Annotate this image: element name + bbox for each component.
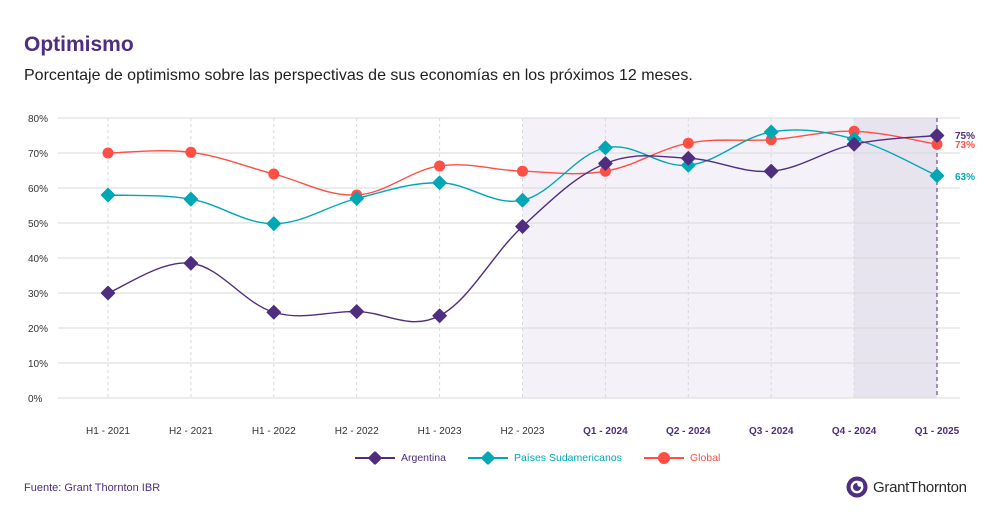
data-point-argentina (183, 256, 199, 271)
y-tick-label: 30% (28, 289, 48, 300)
legend-label-argentina: Argentina (401, 452, 446, 464)
y-tick-label: 10% (28, 359, 48, 370)
brand-logo: GrantThornton (846, 476, 967, 498)
x-tick-label: Q4 - 2024 (832, 426, 877, 437)
end-label-argentina: 75% (955, 131, 975, 142)
legend-item-global[interactable]: Global (643, 452, 721, 464)
chart-title: Optimismo (24, 33, 134, 56)
data-point-paises (515, 193, 530, 208)
y-tick-label: 60% (28, 184, 48, 195)
brand-name: GrantThornton (873, 478, 967, 496)
y-tick-label: 0% (28, 394, 43, 405)
x-tick-label: Q1 - 2024 (583, 426, 628, 437)
data-point-argentina (515, 219, 530, 234)
data-point-argentina (846, 137, 862, 152)
data-point-argentina (929, 128, 945, 143)
data-point-global (599, 165, 611, 177)
end-label-global: 73% (955, 140, 975, 151)
data-point-global (434, 160, 446, 172)
data-point-paises (929, 168, 945, 183)
legend-item-argentina[interactable]: Argentina (355, 450, 446, 466)
y-tick-label: 50% (28, 219, 48, 230)
legend-swatch-paises-sudamericanos (467, 450, 508, 466)
x-tick-label: H2 - 2023 (501, 426, 545, 437)
y-tick-label: 40% (28, 254, 48, 265)
chart-subtitle: Porcentaje de optimismo sobre las perspe… (24, 67, 693, 84)
legend-label-paises-sudamericanos: Países Sudamericanos (513, 452, 622, 464)
data-point-paises (183, 191, 199, 207)
legend-label-global: Global (689, 452, 721, 464)
legend-swatch-argentina (355, 450, 395, 466)
data-point-paises (432, 175, 447, 190)
x-tick-label: H1 - 2023 (418, 426, 462, 437)
x-tick-label: H2 - 2022 (335, 426, 379, 437)
x-tick-label: Q1 - 2025 (915, 426, 960, 437)
data-point-paises (100, 187, 116, 203)
data-point-global (185, 146, 197, 158)
data-point-global (765, 134, 777, 146)
x-tick-label: H1 - 2021 (86, 426, 130, 437)
data-point-paises (763, 124, 779, 140)
data-point-argentina (763, 163, 779, 179)
data-point-global (517, 165, 528, 177)
x-tick-label: Q3 - 2024 (749, 426, 794, 437)
grant-thornton-logo-icon (846, 476, 868, 498)
data-point-argentina (432, 308, 447, 323)
data-point-argentina (100, 285, 116, 301)
legend-item-paises-sudamericanos[interactable]: Países Sudamericanos (467, 450, 622, 466)
legend-swatch-global (643, 452, 684, 464)
data-point-argentina (681, 151, 696, 166)
data-point-global (268, 168, 280, 180)
end-label-paises: 63% (955, 172, 975, 183)
chart-legend: Argentina Países Sudamericanos Global (355, 450, 721, 466)
data-point-paises (349, 191, 364, 206)
y-tick-label: 20% (28, 324, 48, 335)
x-tick-label: Q2 - 2024 (666, 426, 711, 437)
y-tick-label: 80% (28, 114, 48, 125)
data-point-global (682, 137, 694, 149)
source-note: Fuente: Grant Thornton IBR (24, 482, 161, 494)
data-point-argentina (266, 305, 282, 320)
data-point-argentina (598, 156, 613, 171)
data-point-paises (598, 140, 613, 155)
data-point-global (102, 147, 114, 159)
y-tick-label: 70% (28, 149, 48, 160)
data-point-global (848, 125, 860, 137)
data-point-paises (266, 216, 282, 231)
x-tick-label: H1 - 2022 (252, 426, 296, 437)
x-tick-label: H2 - 2021 (169, 426, 213, 437)
data-point-argentina (349, 304, 364, 319)
data-point-global (931, 138, 943, 150)
